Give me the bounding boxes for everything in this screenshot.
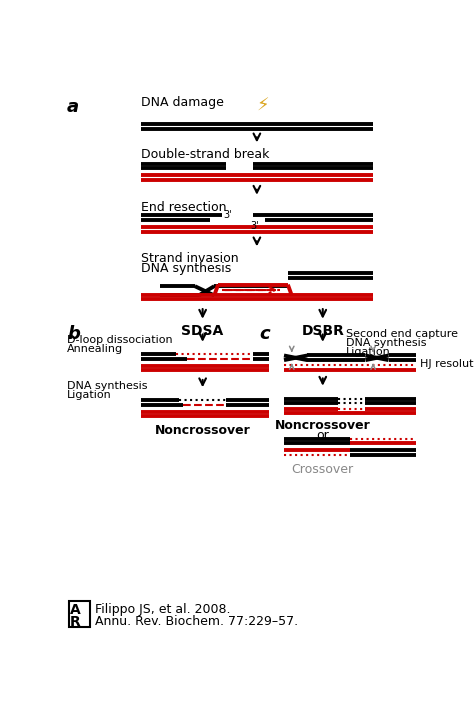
Text: Annu. Rev. Biochem. 77:229–57.: Annu. Rev. Biochem. 77:229–57. — [95, 615, 298, 628]
FancyBboxPatch shape — [69, 601, 90, 628]
Text: Noncrossover: Noncrossover — [155, 424, 250, 437]
Text: Double-strand break: Double-strand break — [141, 148, 269, 161]
Text: or: or — [316, 429, 329, 442]
Text: DNA synthesis: DNA synthesis — [67, 381, 147, 391]
Text: D-loop dissociation: D-loop dissociation — [67, 335, 173, 345]
Text: DNA damage: DNA damage — [141, 96, 224, 109]
Text: Annealing: Annealing — [67, 344, 123, 354]
Text: Filippo JS, et al. 2008.: Filippo JS, et al. 2008. — [95, 603, 230, 616]
Text: Ligation: Ligation — [67, 390, 112, 400]
Text: DNA synthesis: DNA synthesis — [346, 338, 427, 348]
Text: SDSA: SDSA — [182, 324, 224, 338]
Text: Strand invasion: Strand invasion — [141, 252, 238, 265]
Text: R: R — [70, 615, 81, 629]
Text: DNA synthesis: DNA synthesis — [141, 262, 231, 275]
Text: DSBR: DSBR — [301, 324, 344, 338]
Text: Second end capture: Second end capture — [346, 328, 458, 338]
Text: b: b — [67, 325, 80, 343]
Text: HJ resolution: HJ resolution — [419, 359, 474, 369]
Text: c: c — [259, 325, 270, 343]
Text: 3': 3' — [224, 210, 232, 221]
Text: End resection: End resection — [141, 201, 226, 214]
Text: Crossover: Crossover — [292, 463, 354, 476]
Text: Noncrossover: Noncrossover — [275, 419, 371, 432]
Text: ⚡: ⚡ — [257, 97, 269, 115]
Text: a: a — [67, 98, 79, 116]
Text: 3': 3' — [250, 221, 258, 231]
Text: A: A — [70, 603, 81, 617]
Text: Ligation: Ligation — [346, 347, 391, 357]
